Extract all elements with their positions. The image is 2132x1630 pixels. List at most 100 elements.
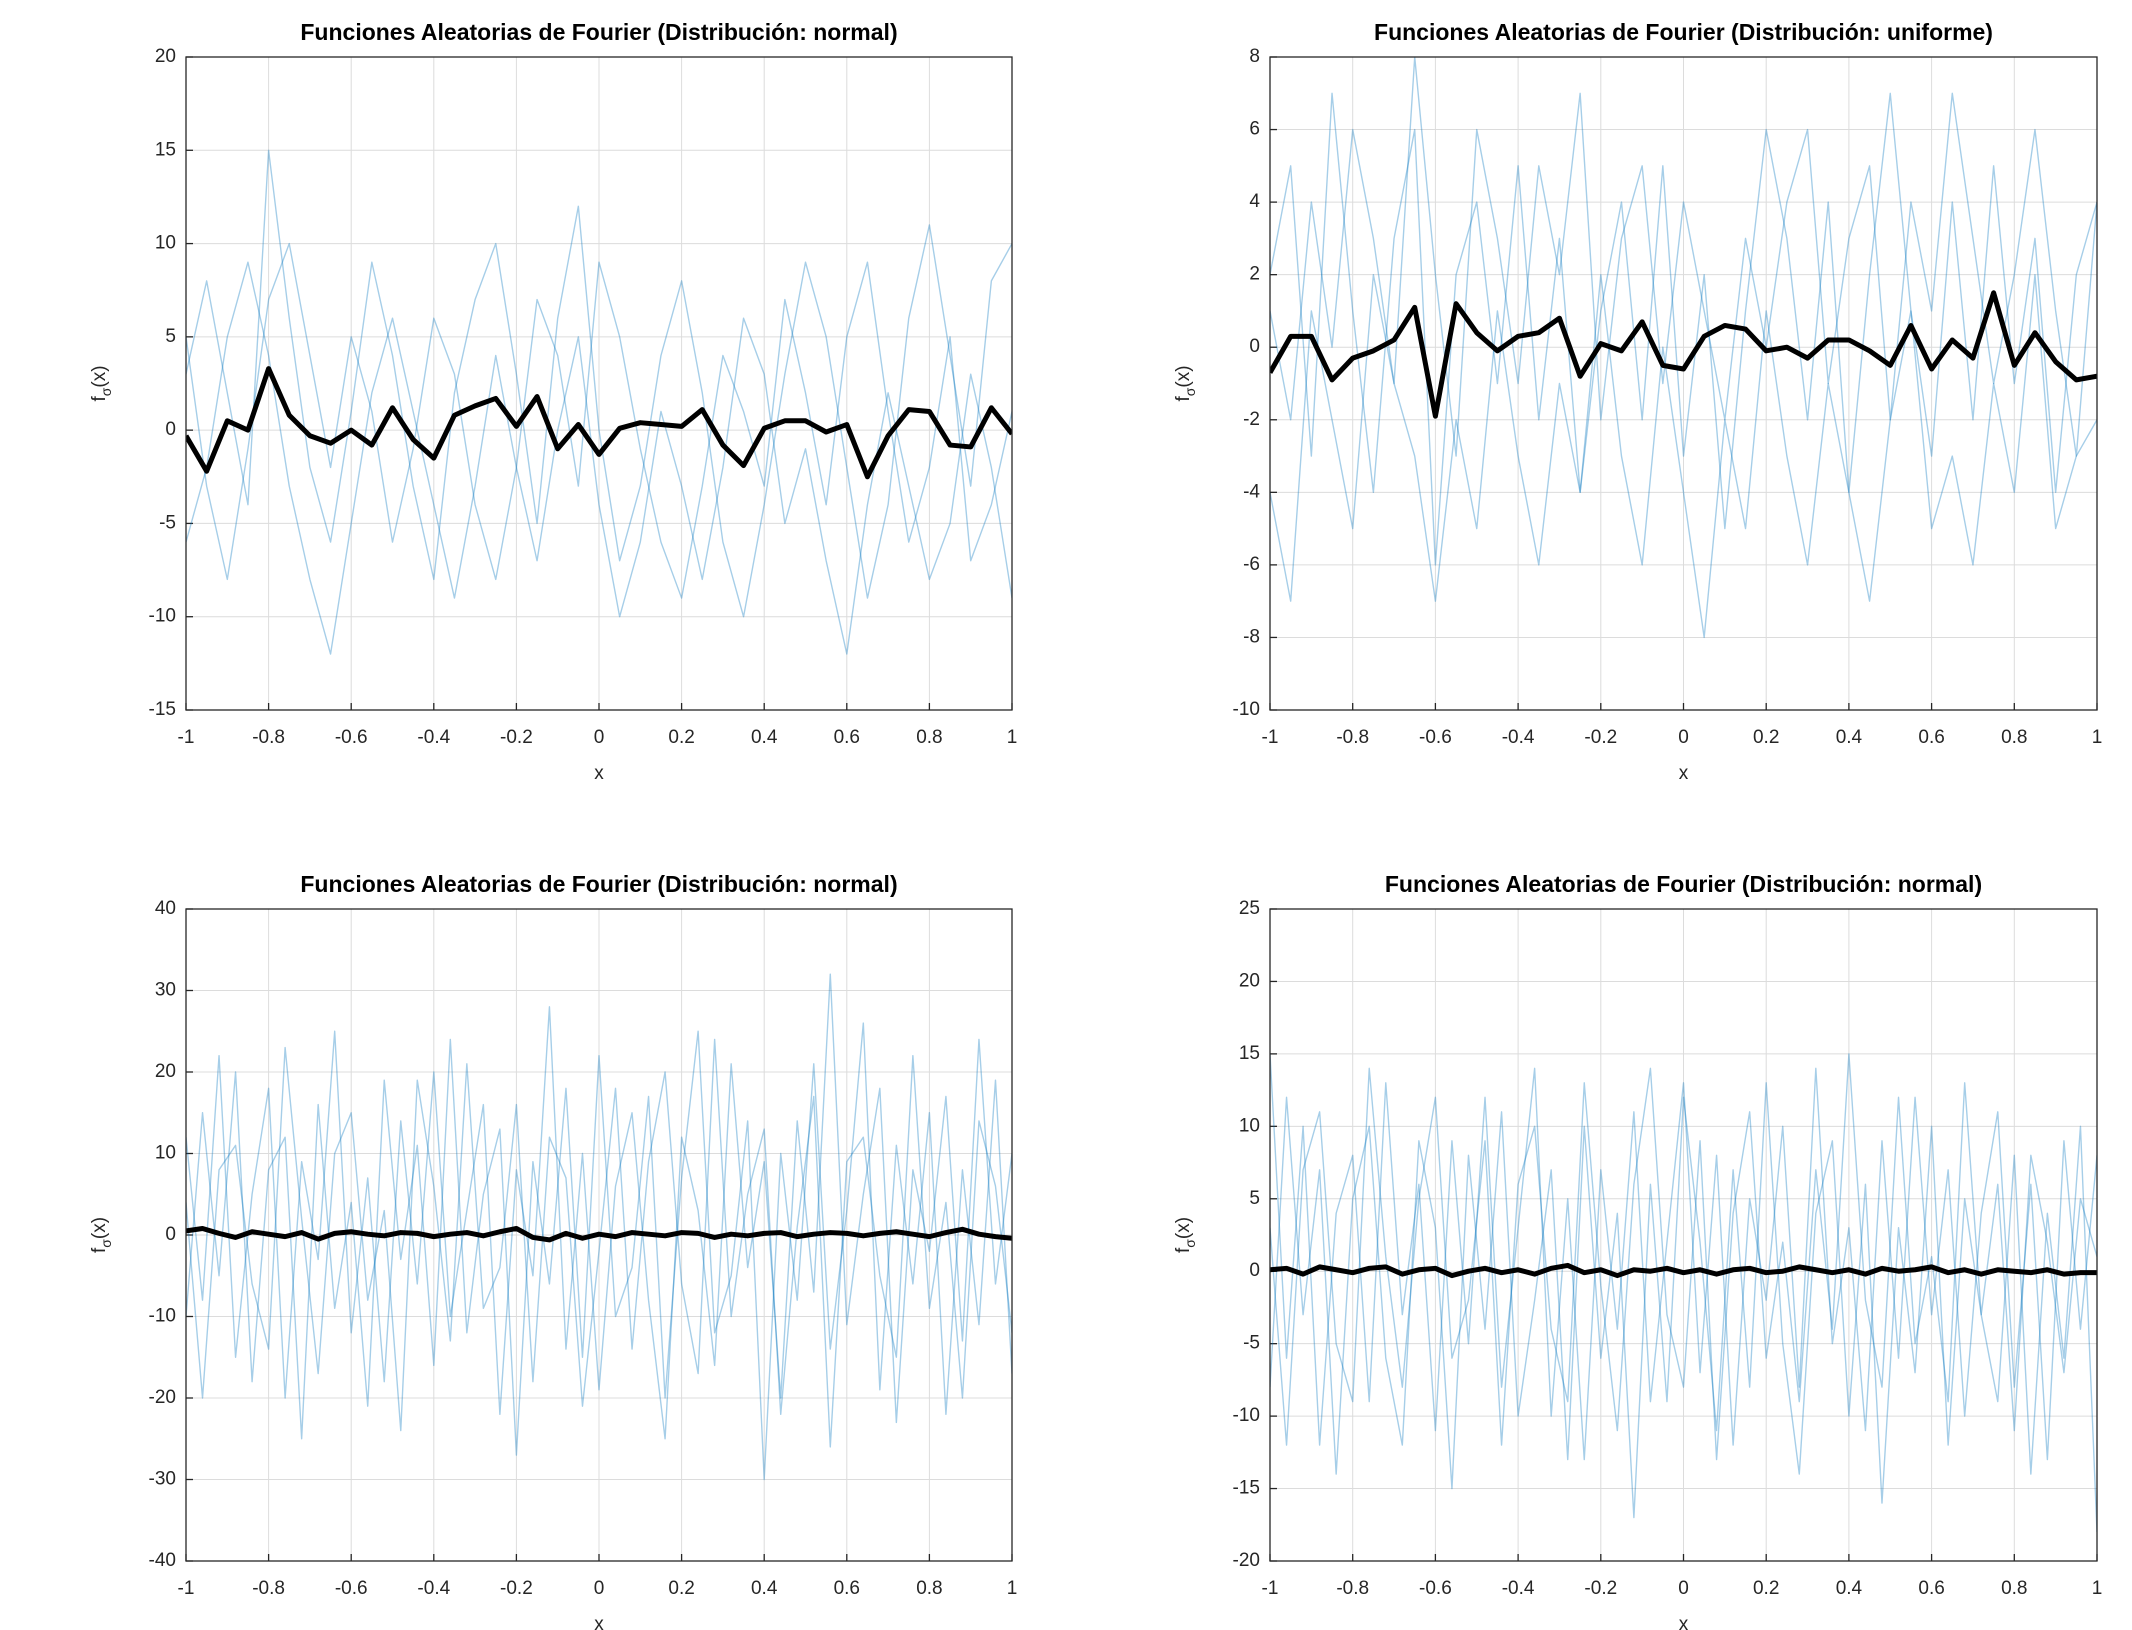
subplot: -15 -10 -5 0 5 10 15 20 -1 -0.8 -0.6 -0.4 -0.2 0 0.2 0.… [89,19,1017,784]
x-tick-label: -0.8 [252,727,285,748]
x-tick-label: -0.4 [417,727,450,748]
x-tick-label: 0.6 [1918,1578,1944,1599]
y-tick-label: -15 [149,699,176,720]
y-tick-label: -40 [149,1550,176,1571]
x-tick-label: 0.4 [751,1578,778,1599]
plot-area [186,973,1012,1481]
y-tick-label: 4 [1249,191,1260,212]
y-tick-label: 10 [155,233,176,254]
y-axis-label-part: f [89,396,110,402]
chart-title: Funciones Aleatorias de Fourier (Distrib… [300,871,897,897]
sample-line [186,973,1012,1440]
sample-line [1270,1082,2097,1533]
x-tick-label: -0.2 [1584,727,1617,748]
y-tick-label: -10 [1233,1405,1260,1426]
sample-line [1270,1053,2097,1461]
x-tick-label: -0.4 [417,1578,450,1599]
x-tick-label: -0.4 [1502,727,1535,748]
axes-frame [1269,908,2098,1562]
x-tick-label: 0.2 [1753,1578,1779,1599]
y-tick-label: 5 [165,326,176,347]
x-tick-label: 0.2 [668,1578,694,1599]
y-tick-label: 15 [155,139,176,160]
plot-area [1270,1053,2097,1533]
y-tick-label: 20 [1239,970,1260,991]
y-tick-label: 10 [1239,1115,1260,1136]
chart-title: Funciones Aleatorias de Fourier (Distrib… [300,19,897,45]
x-tick-label: -0.2 [1584,1578,1617,1599]
x-tick-label: 0 [594,727,605,748]
x-axis-label: x [594,1614,604,1630]
x-tick-label: 1 [2092,727,2103,748]
y-tick-label: -10 [149,606,176,627]
y-tick-label: -30 [149,1469,176,1490]
mean-line [1270,1262,2097,1279]
chart-title: Funciones Aleatorias de Fourier (Distrib… [1385,871,1982,897]
mean-line [186,366,1012,480]
y-axis-label: fσ(x) [1173,1217,1198,1253]
y-tick-label: -15 [1233,1478,1260,1499]
x-tick-label: 0.8 [2001,1578,2027,1599]
x-tick-label: -0.8 [1336,727,1369,748]
x-tick-label: 1 [1007,727,1018,748]
x-tick-label: 0.6 [1918,727,1944,748]
sample-line [1270,273,2097,639]
subplot: -10 -8 -6 -4 -2 0 2 4 6 8 -1 -0.8 -0.6 -0.4 -0.2 0 0.2 0.… [1173,19,2102,784]
y-tick-label: -4 [1243,481,1260,502]
x-tick-label: -0.6 [335,1578,368,1599]
sample-line [1270,92,2097,566]
x-tick-label: 0.8 [916,727,942,748]
y-tick-label: 0 [165,1224,176,1245]
y-axis-label: fσ(x) [89,1217,114,1253]
x-tick-label: 0.8 [2001,727,2027,748]
y-axis-label-part: (x) [89,1217,110,1239]
y-axis-label-part: (x) [89,365,110,387]
axes-frame [185,908,1013,1562]
sample-line [186,149,1012,618]
y-axis-label-part: (x) [1173,1217,1194,1239]
sample-line [186,1038,1012,1448]
y-tick-label: 30 [155,980,176,1001]
y-axis-label-part: σ [1182,1239,1198,1248]
axes-frame [1269,56,2098,711]
y-axis-label-part: f [1173,1247,1194,1253]
mean-line [186,1225,1012,1243]
sample-line [186,1022,1012,1481]
x-tick-label: 0.6 [834,727,860,748]
x-tick-label: 1 [1007,1578,1018,1599]
x-tick-label: 0.2 [1753,727,1779,748]
x-tick-label: 1 [2092,1578,2103,1599]
y-axis-label: fσ(x) [89,365,114,401]
x-tick-label: -0.6 [1419,727,1452,748]
y-axis-label-part: σ [98,1239,114,1248]
x-axis-label: x [594,763,604,784]
axes-frame [185,56,1013,711]
y-tick-label: 2 [1249,264,1260,285]
y-axis-label-part: σ [98,387,114,396]
x-tick-label: -1 [178,1578,195,1599]
y-tick-label: 15 [1239,1043,1260,1064]
y-tick-label: 20 [155,46,176,67]
x-tick-label: -1 [178,727,195,748]
x-tick-label: 0 [1678,1578,1689,1599]
x-tick-label: -0.8 [1336,1578,1369,1599]
y-axis-label-part: f [1173,396,1194,402]
plot-area [1270,57,2097,639]
x-tick-label: -0.6 [335,727,368,748]
y-tick-label: 8 [1249,46,1260,67]
x-tick-label: 0.2 [668,727,694,748]
y-axis-label-part: (x) [1173,365,1194,387]
y-tick-label: 0 [1249,336,1260,357]
x-tick-label: -0.2 [500,1578,533,1599]
y-tick-label: -10 [1233,699,1260,720]
y-tick-label: -2 [1243,409,1260,430]
x-tick-label: 0.4 [751,727,778,748]
y-tick-label: 25 [1239,898,1260,919]
x-tick-label: 0 [1678,727,1689,748]
y-axis-label: fσ(x) [1173,365,1198,401]
x-tick-label: -0.8 [252,1578,285,1599]
y-axis-label-part: f [89,1247,110,1253]
y-tick-label: 40 [155,898,176,919]
